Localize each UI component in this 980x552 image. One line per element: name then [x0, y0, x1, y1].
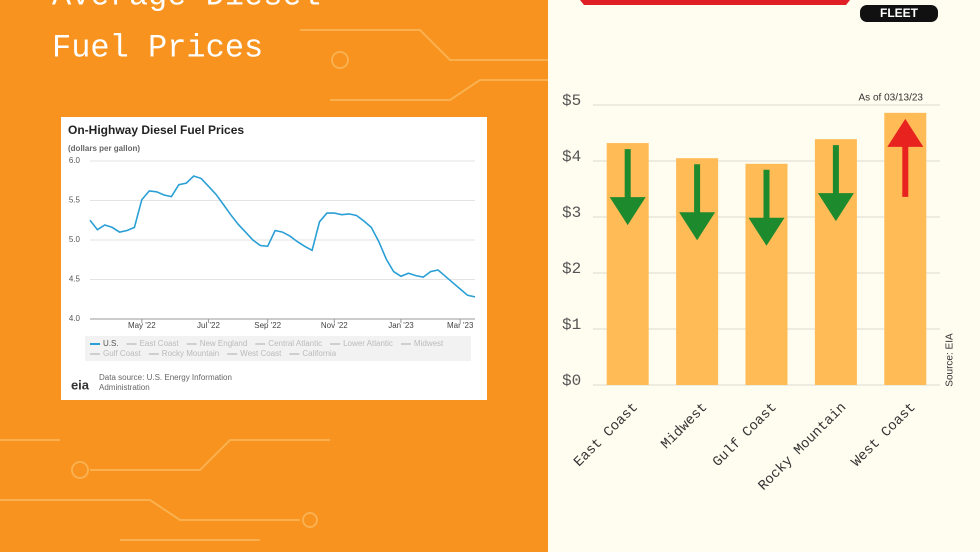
- y-tick-label: $0: [562, 372, 581, 390]
- x-tick-label: Sep '22: [254, 321, 281, 330]
- legend-label: West Coast: [240, 349, 282, 358]
- y-tick-label: $3: [562, 204, 581, 222]
- annotation: As of 03/13/23: [859, 93, 924, 104]
- y-tick-label: 4.5: [69, 275, 81, 284]
- source-text: Data source: U.S. Energy Information Adm…: [99, 373, 232, 392]
- up-arrow: [887, 118, 924, 197]
- price-line: [89, 175, 476, 298]
- legend-label: U.S.: [103, 339, 119, 348]
- legend-label: California: [302, 349, 336, 358]
- legend-label: New England: [200, 339, 248, 348]
- legend-label: Gulf Coast: [103, 349, 142, 358]
- y-tick-label: 6.0: [69, 156, 81, 165]
- x-tick-label: Mar '23: [447, 321, 474, 330]
- legend-box: [85, 336, 471, 361]
- down-arrow: [679, 164, 716, 241]
- x-tick-label: Jul '22: [197, 321, 220, 330]
- logo-badge-text: FLEET: [880, 6, 919, 20]
- legend-label: Rocky Mountain: [162, 349, 219, 358]
- circuit-decoration: [0, 29, 548, 541]
- y-tick-label: $1: [562, 316, 581, 334]
- line-chart: On-Highway Diesel Fuel Prices (dollars pe…: [68, 123, 476, 392]
- y-tick-label: $4: [562, 148, 581, 166]
- y-tick-label: 5.5: [69, 196, 81, 205]
- chart-title: On-Highway Diesel Fuel Prices: [68, 123, 244, 137]
- source-box: Data source: U.S. Energy Information Adm…: [99, 373, 232, 392]
- logo-wordmark: [580, 0, 850, 5]
- y-tick-label: $2: [562, 260, 581, 278]
- legend-label: Midwest: [414, 339, 444, 348]
- y-tick-label: 5.0: [69, 235, 81, 244]
- y-tick-label: $5: [562, 92, 581, 110]
- page-title: Fuel Prices: [52, 29, 263, 66]
- source-note: Source: EIA: [945, 333, 956, 387]
- source-logo: eia: [71, 377, 90, 392]
- x-tick-label: Jan '23: [388, 321, 414, 330]
- down-arrow: [817, 145, 854, 222]
- legend-label: East Coast: [140, 339, 180, 348]
- chart-subtitle: (dollars per gallon): [68, 144, 140, 153]
- x-tick-label: May '22: [128, 321, 156, 330]
- legend-label: Central Atlantic: [268, 339, 322, 348]
- x-tick-label: Nov '22: [321, 321, 348, 330]
- down-arrow: [748, 169, 785, 246]
- down-arrow: [609, 149, 646, 226]
- page-title: Average Diesel: [52, 0, 321, 14]
- logo-badge: [860, 5, 938, 22]
- y-tick-label: 4.0: [69, 314, 81, 323]
- legend-label: Lower Atlantic: [343, 339, 393, 348]
